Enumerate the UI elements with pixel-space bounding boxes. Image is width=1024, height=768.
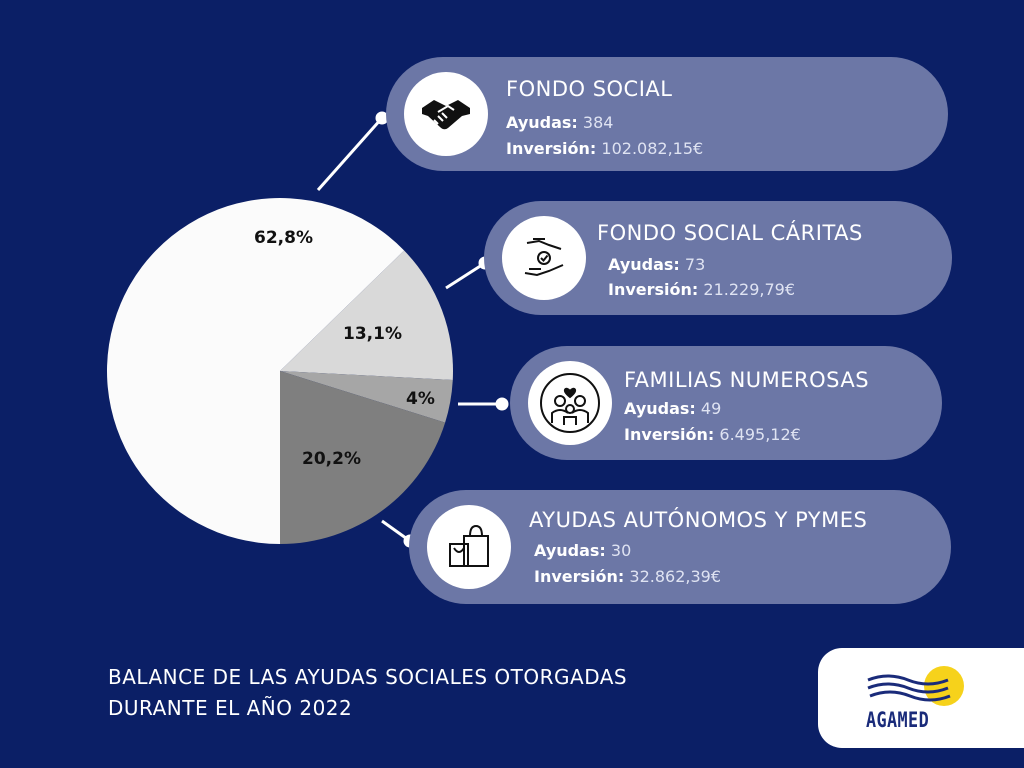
card-inversion: Inversión: 102.082,15€: [506, 139, 704, 158]
handshake-icon: [404, 72, 488, 156]
card-title: FAMILIAS NUMEROSAS: [624, 368, 870, 392]
family-icon: [528, 361, 612, 445]
card-title: FONDO SOCIAL: [506, 77, 673, 101]
footer-line-2: DURANTE EL AÑO 2022: [108, 696, 353, 720]
card-ayudas-autonomos-pymes: AYUDAS AUTÓNOMOS Y PYMES Ayudas: 30 Inve…: [409, 490, 951, 604]
card-ayudas: Ayudas: 30: [534, 541, 632, 560]
logo-text: AGAMED: [866, 708, 930, 732]
card-ayudas: Ayudas: 384: [506, 113, 614, 132]
card-inversion: Inversión: 32.862,39€: [534, 567, 722, 586]
slice-label-3: 20,2%: [302, 449, 361, 469]
shopping-bags-icon: [427, 505, 511, 589]
slice-label-0: 62,8%: [254, 228, 313, 248]
slice-label-1: 13,1%: [343, 324, 402, 344]
card-fondo-social-caritas: FONDO SOCIAL CÁRITAS Ayudas: 73 Inversió…: [484, 201, 952, 315]
card-ayudas: Ayudas: 49: [624, 399, 722, 418]
connector-line-1: [445, 261, 486, 290]
giving-hands-icon: [502, 216, 586, 300]
card-inversion: Inversión: 6.495,12€: [624, 425, 801, 444]
footer-line-1: BALANCE DE LAS AYUDAS SOCIALES OTORGADAS: [108, 665, 628, 689]
pie-slice-0: [107, 197, 405, 544]
logo: AGAMED: [818, 648, 1024, 748]
card-inversion: Inversión: 21.229,79€: [608, 280, 796, 299]
pie-slice-2: [280, 371, 453, 423]
pie-slice-1: [280, 250, 453, 380]
sun-waves-icon: [867, 666, 964, 706]
card-ayudas: Ayudas: 73: [608, 255, 706, 274]
card-title: AYUDAS AUTÓNOMOS Y PYMES: [529, 508, 868, 532]
card-fondo-social: FONDO SOCIAL Ayudas: 384 Inversión: 102.…: [386, 57, 948, 171]
slice-label-2: 4%: [406, 389, 435, 409]
card-familias-numerosas: FAMILIAS NUMEROSAS Ayudas: 49 Inversión:…: [510, 346, 942, 460]
footer-title: BALANCE DE LAS AYUDAS SOCIALES OTORGADAS…: [108, 662, 627, 724]
connector-line-0: [316, 117, 384, 191]
connector-dot-2: [495, 397, 509, 411]
card-title: FONDO SOCIAL CÁRITAS: [597, 221, 863, 245]
pie-slice-3: [280, 371, 446, 544]
